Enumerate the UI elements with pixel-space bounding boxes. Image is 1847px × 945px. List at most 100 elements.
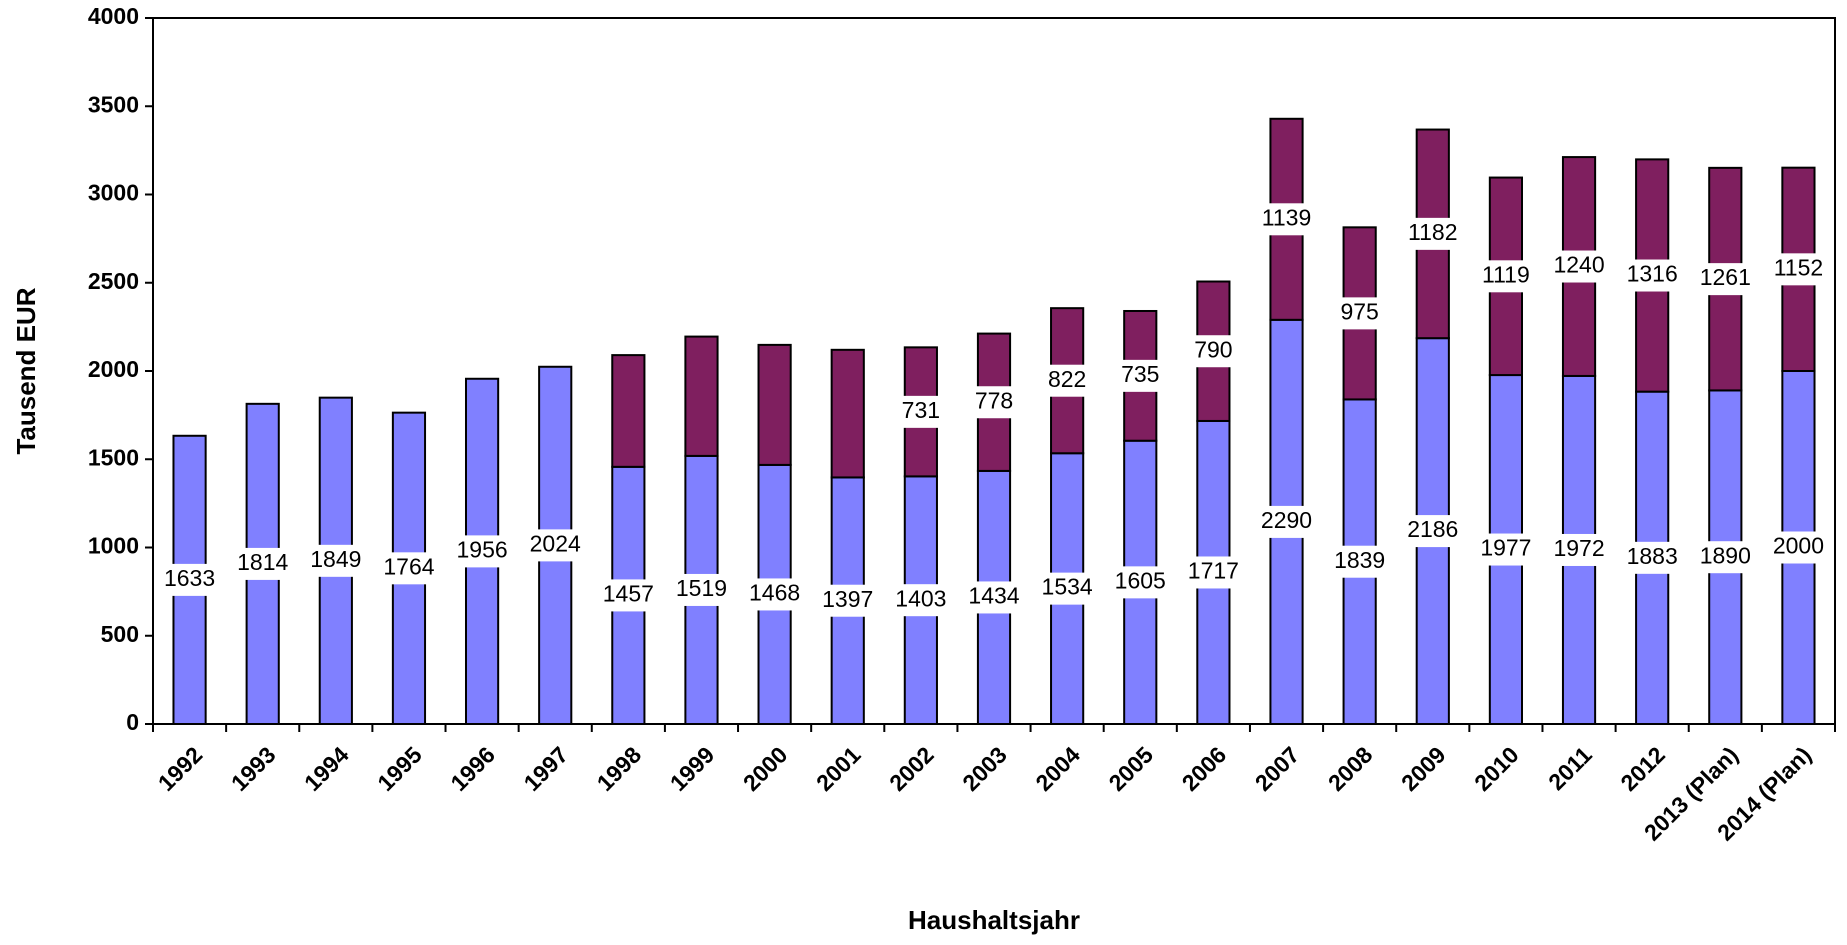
- data-label-text: 2290: [1261, 507, 1312, 533]
- data-label-text: 1261: [1700, 264, 1751, 290]
- data-label: 1119: [1477, 260, 1535, 293]
- data-label-box: [1548, 250, 1610, 283]
- data-label: 1519: [670, 573, 733, 606]
- data-label: 1403: [890, 584, 952, 617]
- data-label-text: 1839: [1334, 547, 1385, 573]
- data-label-text: 1457: [603, 580, 654, 606]
- x-tick-label: 2007: [1250, 741, 1305, 796]
- data-label-box: [817, 584, 879, 617]
- data-label-text: 1519: [676, 575, 727, 601]
- y-tick-label: 2500: [88, 268, 139, 294]
- data-label: 1434: [963, 581, 1025, 614]
- bar-segment: [684, 335, 719, 457]
- data-label-text: 1956: [457, 536, 508, 562]
- data-label-box: [1475, 533, 1537, 566]
- data-label-box: [232, 547, 294, 580]
- data-label: 822: [1042, 364, 1092, 397]
- x-tick-label: 2003: [957, 741, 1012, 796]
- data-label-text: 731: [902, 397, 940, 423]
- data-label-box: [1182, 556, 1244, 589]
- data-label-box: [1403, 217, 1463, 250]
- data-label: 1261: [1694, 263, 1756, 296]
- data-label: 1240: [1548, 250, 1610, 283]
- bar-segment: [757, 343, 792, 466]
- data-label-text: 1403: [895, 585, 946, 611]
- data-label-box: [969, 386, 1019, 419]
- data-label: 1534: [1036, 572, 1098, 605]
- data-label-text: 1240: [1553, 252, 1604, 278]
- data-label-box: [670, 573, 733, 606]
- data-label-text: 735: [1121, 361, 1159, 387]
- data-label-text: 1764: [383, 553, 434, 579]
- data-label: 1883: [1621, 541, 1683, 574]
- x-tick-label: 2010: [1469, 741, 1524, 796]
- data-label-box: [1109, 566, 1171, 599]
- data-label: 731: [896, 395, 946, 428]
- data-label-box: [744, 578, 806, 611]
- x-tick-label: 1994: [299, 741, 354, 796]
- data-label-box: [890, 584, 952, 617]
- x-tick-label: 2000: [738, 741, 793, 796]
- x-tick-label: 1997: [518, 741, 573, 796]
- data-label-box: [1767, 531, 1830, 564]
- data-label-text: 1717: [1188, 558, 1239, 584]
- data-label-text: 790: [1194, 336, 1232, 362]
- data-label-box: [1189, 335, 1238, 368]
- data-label-text: 2186: [1407, 516, 1458, 542]
- x-axis-title: Haushaltsjahr: [908, 905, 1080, 935]
- data-label: 975: [1335, 297, 1384, 330]
- bar-segment: [611, 354, 646, 468]
- x-tick-label: 1992: [153, 741, 208, 796]
- data-label: 2000: [1767, 531, 1830, 564]
- y-tick-label: 2000: [88, 356, 139, 382]
- data-label: 2290: [1255, 505, 1318, 538]
- data-label-box: [524, 529, 586, 562]
- y-tick-label: 3500: [88, 91, 139, 117]
- data-label-text: 1633: [164, 565, 215, 591]
- data-label-text: 1468: [749, 580, 800, 606]
- data-label-text: 1972: [1553, 535, 1604, 561]
- y-tick-label: 1000: [88, 533, 139, 559]
- data-label: 1977: [1475, 533, 1537, 566]
- x-tick-label: 2002: [884, 741, 939, 796]
- data-label-box: [1335, 297, 1384, 330]
- y-tick-label: 500: [101, 621, 139, 647]
- data-label: 778: [969, 386, 1019, 419]
- data-label: 1839: [1329, 545, 1391, 578]
- plot-frame: [152, 17, 1836, 725]
- data-label-box: [1477, 260, 1535, 293]
- data-label: 735: [1116, 359, 1165, 392]
- data-label-box: [1694, 263, 1756, 296]
- data-label: 1956: [451, 535, 513, 568]
- data-label: 2024: [524, 529, 586, 562]
- data-label-text: 1883: [1627, 543, 1678, 569]
- data-label-box: [378, 552, 440, 585]
- x-tick-label: 2006: [1177, 741, 1232, 796]
- data-label-box: [1036, 572, 1098, 605]
- data-label: 1457: [597, 579, 659, 612]
- x-tick-label: 1999: [665, 741, 720, 796]
- data-label-text: 1397: [822, 586, 873, 612]
- data-label-box: [896, 395, 946, 428]
- y-tick-label: 4000: [88, 3, 139, 29]
- data-label-box: [1402, 515, 1464, 548]
- data-label: 1316: [1621, 259, 1683, 292]
- data-label: 1468: [744, 578, 806, 611]
- data-label: 1605: [1109, 566, 1171, 599]
- y-tick-label: 1500: [88, 444, 139, 470]
- data-label-box: [597, 579, 659, 612]
- data-label-text: 1849: [310, 546, 361, 572]
- data-label-box: [1042, 364, 1092, 397]
- data-label: 1972: [1548, 533, 1610, 566]
- data-label: 1717: [1182, 556, 1244, 589]
- data-label-text: 975: [1340, 298, 1378, 324]
- data-label: 1849: [305, 544, 367, 577]
- data-label-text: 1119: [1482, 261, 1530, 287]
- data-label-text: 1977: [1480, 535, 1531, 561]
- data-label-box: [1329, 545, 1391, 578]
- y-tick-label: 3000: [88, 180, 139, 206]
- x-tick-label: 2008: [1323, 741, 1378, 796]
- data-label: 1139: [1256, 203, 1317, 236]
- data-label: 1182: [1403, 217, 1463, 250]
